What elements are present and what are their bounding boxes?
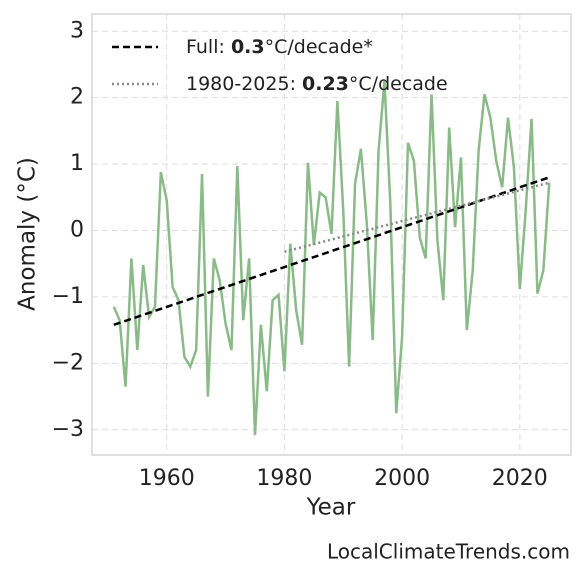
legend-text-part: °C/decade bbox=[349, 73, 448, 95]
legend-text-part: 0.3 bbox=[231, 36, 265, 58]
y-tick-label: −1 bbox=[52, 284, 84, 309]
x-tick-label: 2020 bbox=[492, 466, 548, 491]
y-tick-label: 3 bbox=[70, 18, 84, 43]
y-tick-label: 2 bbox=[70, 85, 84, 110]
legend-text-part: °C/decade* bbox=[265, 36, 373, 58]
y-tick-label: −2 bbox=[52, 350, 84, 375]
y-tick-label: 1 bbox=[70, 151, 84, 176]
legend-text-part: 1980-2025: bbox=[186, 73, 302, 95]
legend-label: 1980-2025: 0.23°C/decade bbox=[186, 73, 448, 95]
plot-area bbox=[92, 14, 571, 455]
x-axis-label: Year bbox=[306, 495, 356, 521]
y-axis-label: Anomaly (°C) bbox=[15, 157, 41, 311]
x-tick-label: 1980 bbox=[256, 466, 312, 491]
watermark: LocalClimateTrends.com bbox=[327, 540, 570, 564]
plot-frame bbox=[91, 13, 572, 456]
legend-label: Full: 0.3°C/decade* bbox=[186, 36, 373, 58]
x-tick-label: 1960 bbox=[139, 466, 195, 491]
x-tick-label: 2000 bbox=[374, 466, 430, 491]
series-line bbox=[112, 80, 551, 436]
y-tick-label: 0 bbox=[70, 218, 84, 243]
y-tick-label: −3 bbox=[52, 417, 84, 442]
series-line bbox=[284, 181, 550, 253]
legend-text-part: 0.23 bbox=[302, 73, 349, 95]
legend-text-part: Full: bbox=[186, 36, 231, 58]
